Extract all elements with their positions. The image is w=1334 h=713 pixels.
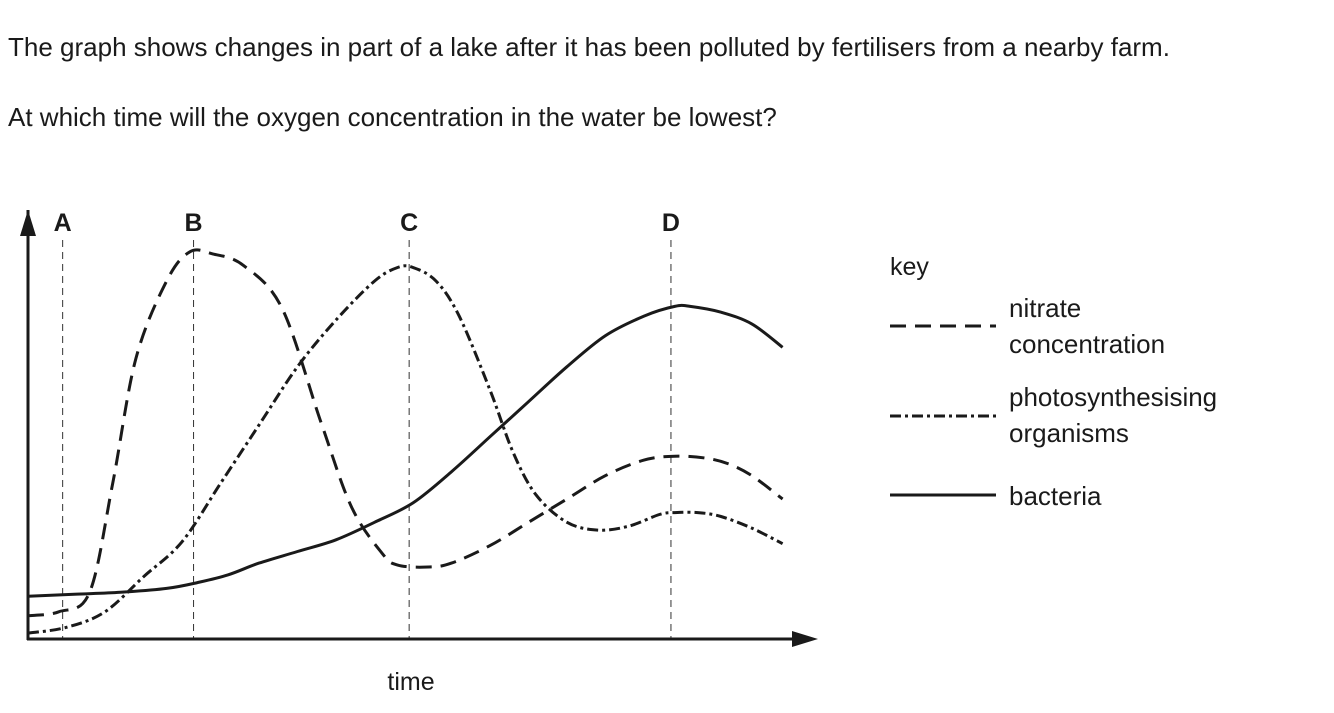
legend-label-photosynthesising-organisms: photosynthesising organisms	[1009, 382, 1217, 448]
y-axis-arrowhead	[20, 210, 36, 236]
series-line-bacteria	[27, 303, 784, 598]
time-marker-label-b: B	[185, 209, 203, 237]
question-stem: The graph shows changes in part of a lak…	[8, 32, 1170, 62]
question-text: The graph shows changes in part of a lak…	[8, 30, 1330, 135]
legend-label-bacteria: bacteria	[1009, 481, 1102, 511]
series-line-photosynthesising-organisms	[27, 264, 784, 635]
legend-label-nitrate-concentration: nitrate concentration	[1009, 293, 1165, 359]
time-marker-label-a: A	[54, 209, 72, 237]
series-lines	[27, 248, 784, 635]
legend: key nitrate concentration photosynthesisin…	[890, 253, 1217, 511]
x-axis-label: time	[387, 668, 434, 696]
time-marker-label-d: D	[662, 209, 680, 237]
x-axis-arrowhead	[792, 631, 818, 647]
time-marker-label-c: C	[400, 209, 418, 237]
question-prompt: At which time will the oxygen concentrat…	[8, 102, 777, 132]
legend-title: key	[890, 253, 929, 281]
series-line-nitrate-concentration	[27, 248, 784, 618]
